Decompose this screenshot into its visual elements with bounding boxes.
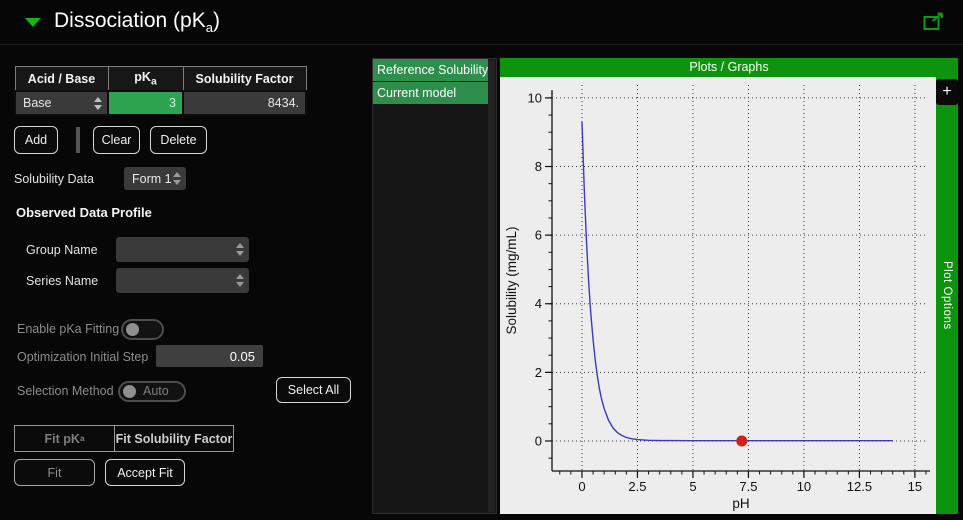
svg-text:15: 15 bbox=[908, 479, 922, 494]
add-plot-button[interactable]: + bbox=[936, 79, 958, 105]
plot-options-strip: Plot Options + bbox=[936, 77, 958, 514]
spinner-icon bbox=[236, 243, 244, 256]
col-header-acid-base: Acid / Base bbox=[14, 66, 109, 92]
select-all-button[interactable]: Select All bbox=[276, 377, 351, 403]
accept-fit-button[interactable]: Accept Fit bbox=[105, 459, 185, 486]
plots-panel: Plots / Graphs 0 2.5 5 7.5 10 12.5 15 0 2 4 6 8 10 pH… bbox=[500, 58, 958, 514]
popout-icon[interactable] bbox=[923, 12, 946, 31]
solubility-factor-cell[interactable]: 8434. bbox=[182, 90, 307, 116]
optimization-initial-step-label: Optimization Initial Step bbox=[17, 350, 149, 364]
spinner-icon[interactable] bbox=[94, 96, 102, 110]
solubility-data-select[interactable]: Form 1 bbox=[124, 167, 186, 190]
selection-method-toggle[interactable]: Auto bbox=[118, 381, 186, 402]
delete-button[interactable]: Delete bbox=[150, 126, 207, 154]
scrollbar-track[interactable] bbox=[488, 60, 495, 512]
svg-text:0: 0 bbox=[535, 433, 542, 448]
selection-method-value: Auto bbox=[143, 384, 169, 398]
page-title: Dissociation (pKa) bbox=[54, 8, 220, 36]
solubility-data-value: Form 1 bbox=[132, 171, 172, 186]
group-name-label: Group Name bbox=[26, 243, 98, 257]
spinner-icon bbox=[173, 172, 181, 185]
acid-base-table: Acid / Base pKa Solubility Factor Base 3… bbox=[14, 66, 307, 116]
group-name-select[interactable] bbox=[116, 237, 249, 262]
button-divider bbox=[76, 127, 80, 153]
list-item[interactable]: Current model bbox=[373, 82, 488, 104]
svg-text:12.5: 12.5 bbox=[847, 479, 872, 494]
svg-text:2: 2 bbox=[535, 365, 542, 380]
acid-base-cell[interactable]: Base bbox=[14, 90, 109, 116]
acid-base-value: Base bbox=[23, 96, 52, 110]
svg-text:10: 10 bbox=[797, 479, 811, 494]
svg-text:0: 0 bbox=[578, 479, 585, 494]
spinner-icon bbox=[236, 274, 244, 287]
svg-text:2.5: 2.5 bbox=[628, 479, 646, 494]
svg-text:5: 5 bbox=[689, 479, 696, 494]
fit-mode-tabs: Fit pK a Fit Solubility Factor bbox=[14, 425, 234, 452]
solubility-data-label: Solubility Data bbox=[14, 172, 94, 186]
svg-text:pH: pH bbox=[732, 496, 749, 511]
fit-button[interactable]: Fit bbox=[14, 459, 95, 486]
observed-data-profile-heading: Observed Data Profile bbox=[16, 205, 152, 220]
collapse-arrow-icon[interactable] bbox=[25, 17, 41, 27]
col-header-solubility-factor: Solubility Factor bbox=[182, 66, 307, 92]
optimization-initial-step-input[interactable] bbox=[156, 345, 263, 367]
col-header-pka: pKa bbox=[107, 66, 184, 92]
solubility-vs-ph-plot[interactable]: 0 2.5 5 7.5 10 12.5 15 0 2 4 6 8 10 pH Solubility (mg/… bbox=[500, 77, 936, 514]
plot-options-label[interactable]: Plot Options bbox=[941, 261, 953, 330]
svg-text:Solubility (mg/mL): Solubility (mg/mL) bbox=[504, 226, 519, 334]
series-name-label: Series Name bbox=[26, 274, 99, 288]
svg-text:6: 6 bbox=[535, 228, 542, 243]
toggle-knob bbox=[123, 385, 136, 398]
add-button[interactable]: Add bbox=[14, 126, 58, 154]
clear-button[interactable]: Clear bbox=[93, 126, 140, 154]
toggle-knob bbox=[126, 323, 139, 336]
pka-cell[interactable]: 3 bbox=[107, 90, 184, 116]
enable-pka-fitting-label: Enable pKa Fitting bbox=[17, 322, 120, 336]
list-item[interactable]: Reference Solubility bbox=[373, 59, 488, 81]
svg-text:7.5: 7.5 bbox=[739, 479, 757, 494]
svg-text:8: 8 bbox=[535, 159, 542, 174]
model-list: Reference Solubility Current model bbox=[372, 58, 497, 514]
tab-fit-pka[interactable]: Fit pK a bbox=[14, 425, 115, 452]
tab-fit-solubility-factor[interactable]: Fit Solubility Factor bbox=[114, 425, 234, 452]
selection-method-label: Selection Method bbox=[17, 384, 114, 398]
table-row: Base 3 8434. bbox=[14, 90, 307, 116]
title-bar: Dissociation (pKa) bbox=[0, 0, 963, 45]
plots-graphs-header: Plots / Graphs bbox=[500, 58, 958, 77]
enable-pka-fitting-toggle[interactable] bbox=[121, 319, 164, 340]
series-name-select[interactable] bbox=[116, 268, 249, 293]
svg-text:4: 4 bbox=[535, 296, 542, 311]
svg-text:10: 10 bbox=[528, 90, 542, 105]
